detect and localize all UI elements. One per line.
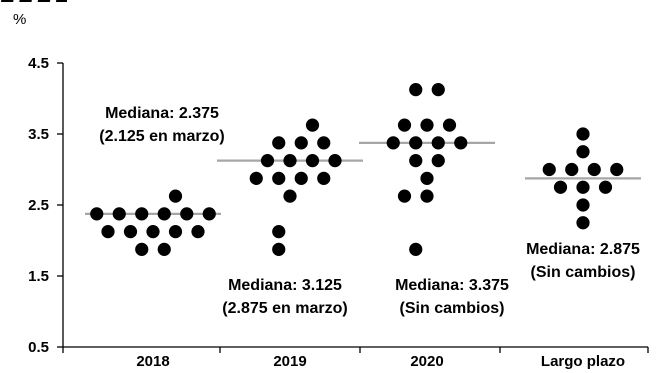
median-annotation: Mediana: 3.125 (2.875 en marzo)	[222, 277, 347, 317]
median-annotation: Mediana: 2.375 (2.125 en marzo)	[99, 105, 224, 145]
data-point	[101, 225, 115, 239]
y-tick-label: 1.5	[28, 268, 49, 285]
data-point	[431, 154, 445, 168]
median-annotation-line: (Sin cambios)	[400, 300, 505, 317]
data-point	[157, 207, 171, 221]
data-point	[157, 242, 171, 256]
y-tick-label: 0.5	[28, 339, 49, 356]
median-annotation-line: (2.125 en marzo)	[99, 128, 224, 145]
data-point	[420, 171, 434, 185]
data-point	[409, 242, 423, 256]
cropped-chart-title: ‒ ‒ ‒ ‒	[0, 0, 67, 3]
data-point	[576, 127, 590, 141]
data-point	[112, 207, 126, 221]
data-point	[610, 162, 624, 177]
annotation-labels: Mediana: 2.375 (2.125 en marzo) Mediana: 3…	[99, 105, 640, 317]
data-point	[260, 154, 275, 168]
median-annotation-line: Mediana: 3.375	[395, 277, 509, 294]
median-annotation-line: (Sin cambios)	[531, 264, 636, 281]
data-point	[305, 154, 320, 168]
data-point	[553, 180, 568, 194]
data-point	[305, 118, 320, 132]
x-tick-label: Largo plazo	[541, 353, 625, 370]
data-point	[454, 136, 468, 150]
data-point	[283, 189, 297, 203]
data-points	[90, 83, 624, 256]
data-point	[180, 207, 194, 221]
data-point	[294, 171, 308, 185]
data-point	[542, 162, 556, 177]
data-point	[598, 180, 613, 194]
x-tick-label: 2020	[410, 353, 443, 370]
data-point	[123, 225, 138, 239]
data-point	[249, 171, 263, 185]
data-point	[294, 136, 308, 150]
x-tick-label: 2018	[136, 353, 169, 370]
median-annotation-line: Mediana: 3.125	[228, 277, 342, 294]
data-point	[202, 207, 216, 221]
data-point	[272, 171, 286, 185]
data-point	[168, 225, 183, 239]
data-point	[576, 180, 590, 194]
data-point	[317, 171, 331, 185]
median-annotation: Mediana: 2.875 (Sin cambios)	[526, 241, 640, 281]
data-point	[409, 154, 423, 168]
data-point	[168, 189, 183, 203]
data-point	[420, 118, 434, 132]
data-point	[409, 136, 423, 150]
y-tick-label: 2.5	[28, 197, 49, 214]
data-point	[420, 189, 434, 203]
axes: 0.5 1.5 2.5 3.5 4.5 2018 2019 2020 Largo plazo	[28, 55, 649, 370]
data-point	[409, 83, 423, 97]
data-point	[576, 198, 590, 212]
data-point	[442, 118, 457, 132]
data-point	[283, 154, 297, 168]
data-point	[328, 154, 342, 168]
data-point	[317, 136, 331, 150]
median-annotation-line: Mediana: 2.375	[105, 105, 219, 122]
data-point	[90, 207, 104, 221]
median-lines	[85, 141, 641, 215]
data-point	[431, 136, 445, 150]
median-annotation-line: (2.875 en marzo)	[222, 300, 347, 317]
data-point	[386, 136, 400, 150]
data-point	[272, 242, 286, 256]
data-point	[397, 118, 412, 132]
data-point	[576, 145, 590, 159]
data-point	[272, 225, 286, 239]
median-annotation-line: Mediana: 2.875	[526, 241, 640, 258]
y-tick-label: 4.5	[28, 55, 49, 72]
data-point	[431, 83, 445, 97]
data-point	[146, 225, 160, 239]
data-point	[135, 242, 149, 256]
y-axis-unit-label: %	[13, 11, 26, 28]
data-point	[272, 136, 286, 150]
x-tick-label: 2019	[273, 353, 306, 370]
data-point	[576, 216, 590, 230]
data-point	[565, 162, 579, 177]
y-tick-label: 3.5	[28, 126, 49, 143]
data-point	[397, 189, 412, 203]
data-point	[587, 162, 601, 177]
median-annotation: Mediana: 3.375 (Sin cambios)	[395, 277, 509, 317]
data-point	[191, 225, 205, 239]
data-point	[135, 207, 149, 221]
